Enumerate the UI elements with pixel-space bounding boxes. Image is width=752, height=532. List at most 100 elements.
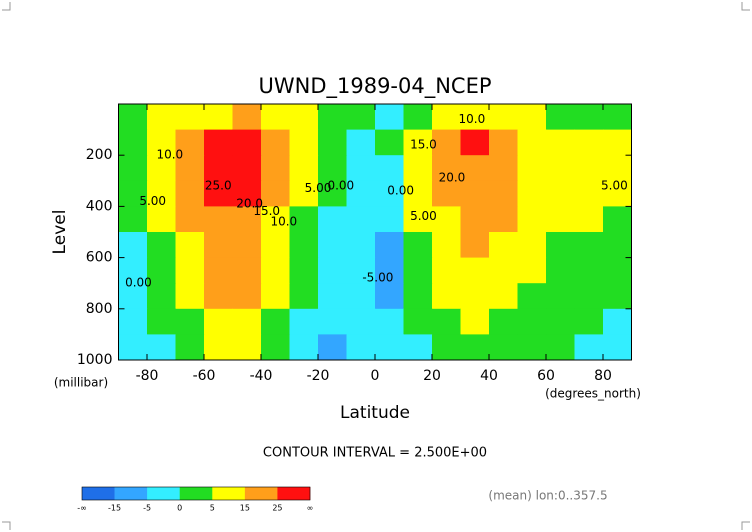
contour-cell bbox=[147, 180, 176, 207]
contour-cell bbox=[289, 129, 319, 156]
contour-cell bbox=[432, 283, 461, 310]
contour-cell bbox=[261, 155, 290, 182]
contour-cell bbox=[517, 206, 547, 233]
contour-cell bbox=[546, 334, 575, 361]
contour-label: 10.0 bbox=[459, 112, 486, 126]
contour-cell bbox=[517, 155, 547, 182]
contour-cell bbox=[175, 180, 205, 207]
contour-cell bbox=[460, 232, 490, 259]
colorbar-label: 15 bbox=[240, 504, 250, 513]
chart-title: UWND_1989-04_NCEP bbox=[258, 74, 491, 99]
colorbar-label: 0 bbox=[177, 504, 182, 513]
contour-label: 20.0 bbox=[236, 196, 263, 210]
colorbar-swatch bbox=[212, 487, 246, 500]
contour-label: 0.00 bbox=[387, 184, 414, 198]
contour-cell bbox=[546, 155, 575, 182]
contour-cell bbox=[603, 104, 632, 131]
contour-cell bbox=[546, 180, 575, 207]
contour-cell bbox=[175, 308, 205, 335]
contour-cell bbox=[489, 283, 518, 310]
contour-cell bbox=[517, 232, 547, 259]
contour-cell bbox=[318, 104, 347, 131]
x-tick-label: -20 bbox=[307, 368, 330, 384]
contour-cell bbox=[147, 232, 176, 259]
contour-cell bbox=[546, 232, 575, 259]
contour-cell bbox=[574, 257, 604, 284]
contour-cell bbox=[603, 257, 632, 284]
contour-label: 25.0 bbox=[205, 178, 232, 192]
contour-cell bbox=[403, 257, 433, 284]
x-axis-unit: (degrees_north) bbox=[545, 387, 641, 401]
contour-cell bbox=[147, 206, 176, 233]
contour-cell bbox=[318, 206, 347, 233]
contour-cell bbox=[489, 180, 518, 207]
contour-cell bbox=[147, 308, 176, 335]
contour-cell bbox=[517, 308, 547, 335]
contour-label: 15.0 bbox=[253, 204, 280, 218]
contour-cell bbox=[118, 308, 148, 335]
contour-cell bbox=[289, 334, 319, 361]
contour-cell bbox=[603, 129, 632, 156]
contour-cell bbox=[232, 104, 262, 131]
y-tick-label: 1000 bbox=[77, 352, 113, 368]
contour-cell bbox=[375, 334, 404, 361]
colorbar-label: 25 bbox=[272, 504, 282, 513]
contour-cell bbox=[432, 155, 461, 182]
contour-cell bbox=[118, 180, 148, 207]
contour-cell bbox=[232, 283, 262, 310]
contour-cell bbox=[118, 104, 148, 131]
contour-cell bbox=[261, 206, 290, 233]
contour-cell bbox=[261, 257, 290, 284]
contour-cell bbox=[204, 206, 233, 233]
contour-cell bbox=[546, 283, 575, 310]
contour-cell bbox=[346, 257, 376, 284]
contour-cell bbox=[574, 206, 604, 233]
x-tick-label: -40 bbox=[250, 368, 273, 384]
colorbar-label: -15 bbox=[108, 504, 121, 513]
contour-cell bbox=[460, 283, 490, 310]
contour-cell bbox=[175, 206, 205, 233]
contour-cell bbox=[375, 283, 404, 310]
y-axis-label: Level bbox=[50, 210, 70, 255]
contour-cell bbox=[432, 308, 461, 335]
y-tick-label: 800 bbox=[86, 301, 113, 317]
contour-label: 0.00 bbox=[125, 276, 152, 290]
contour-cell bbox=[318, 283, 347, 310]
colorbar-swatch bbox=[179, 487, 213, 500]
contour-cell bbox=[489, 334, 518, 361]
x-tick-label: -60 bbox=[193, 368, 216, 384]
contour-cell bbox=[432, 129, 461, 156]
contour-cell bbox=[261, 308, 290, 335]
contour-cell bbox=[289, 257, 319, 284]
contour-cell bbox=[375, 129, 404, 156]
contour-cell bbox=[574, 308, 604, 335]
contour-label: 5.00 bbox=[305, 181, 332, 195]
contour-cell bbox=[517, 129, 547, 156]
contour-cell bbox=[318, 232, 347, 259]
contour-cell bbox=[289, 308, 319, 335]
contour-label: 5.00 bbox=[410, 209, 437, 223]
contour-cell bbox=[289, 232, 319, 259]
contour-cell bbox=[318, 155, 347, 182]
contour-cell bbox=[375, 308, 404, 335]
contour-cell bbox=[460, 180, 490, 207]
contour-cell bbox=[147, 257, 176, 284]
contour-cell bbox=[432, 206, 461, 233]
contour-cell bbox=[147, 155, 176, 182]
contour-cell bbox=[318, 334, 347, 361]
contour-cell bbox=[574, 180, 604, 207]
contour-cell bbox=[232, 232, 262, 259]
contour-cell bbox=[375, 155, 404, 182]
contour-cell bbox=[261, 283, 290, 310]
contour-cell bbox=[175, 129, 205, 156]
contour-cell bbox=[403, 206, 433, 233]
contour-cell bbox=[574, 283, 604, 310]
colorbar-label: 5 bbox=[210, 504, 215, 513]
contour-cell bbox=[489, 232, 518, 259]
contour-cell bbox=[318, 180, 347, 207]
colorbar-swatch bbox=[82, 487, 115, 500]
contour-cell bbox=[346, 283, 376, 310]
contour-cell bbox=[261, 334, 290, 361]
contour-cell bbox=[318, 308, 347, 335]
